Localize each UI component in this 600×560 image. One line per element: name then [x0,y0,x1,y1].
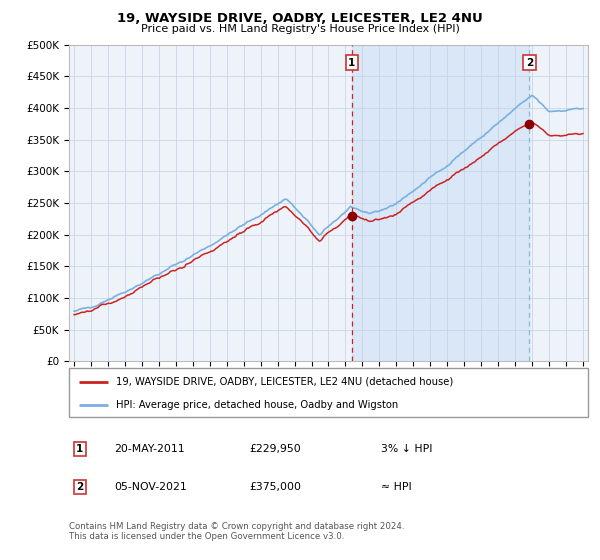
Text: 1: 1 [76,444,83,454]
Text: HPI: Average price, detached house, Oadby and Wigston: HPI: Average price, detached house, Oadb… [116,400,398,410]
Bar [352,45,529,361]
Text: £229,950: £229,950 [249,444,301,454]
Text: 2: 2 [526,58,533,68]
Text: £375,000: £375,000 [249,482,301,492]
Text: Price paid vs. HM Land Registry's House Price Index (HPI): Price paid vs. HM Land Registry's House … [140,24,460,34]
Text: 20-MAY-2011: 20-MAY-2011 [114,444,185,454]
Text: Contains HM Land Registry data © Crown copyright and database right 2024.
This d: Contains HM Land Registry data © Crown c… [69,522,404,542]
Text: 19, WAYSIDE DRIVE, OADBY, LEICESTER, LE2 4NU (detached house): 19, WAYSIDE DRIVE, OADBY, LEICESTER, LE2… [116,377,453,387]
Text: 05-NOV-2021: 05-NOV-2021 [114,482,187,492]
Text: 19, WAYSIDE DRIVE, OADBY, LEICESTER, LE2 4NU: 19, WAYSIDE DRIVE, OADBY, LEICESTER, LE2… [117,12,483,25]
Text: 1: 1 [348,58,356,68]
Text: ≈ HPI: ≈ HPI [381,482,412,492]
Text: 2: 2 [76,482,83,492]
Text: 3% ↓ HPI: 3% ↓ HPI [381,444,433,454]
